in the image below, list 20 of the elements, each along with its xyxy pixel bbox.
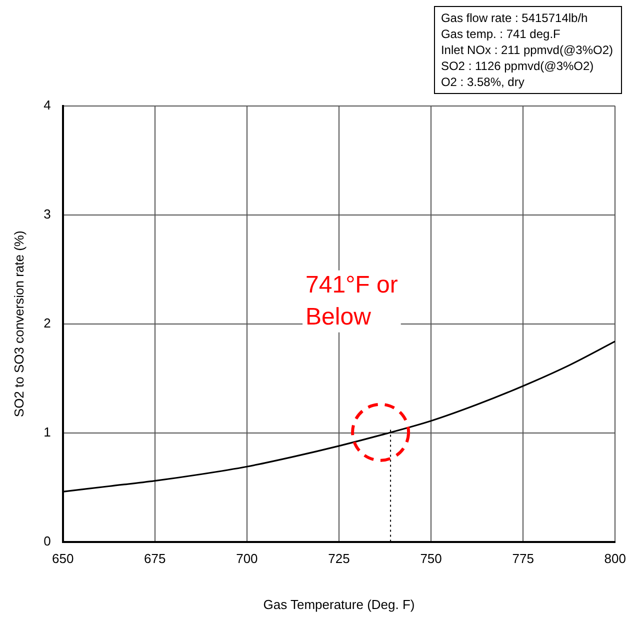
text: Gas flow rate : 5415714lb/h xyxy=(440,10,589,26)
text: Inlet NOx : 211 ppmvd(@3%O2) xyxy=(440,42,613,58)
y-tick-label: 1 xyxy=(44,424,51,440)
x-tick-label: 775 xyxy=(512,551,534,566)
y-tick-label: 2 xyxy=(44,315,51,330)
y-axis-title: SO2 to SO3 conversion rate (%) xyxy=(11,230,26,418)
x-axis-title: Gas Temperature (Deg. F) xyxy=(263,596,415,612)
text: SO2 : 1126 ppmvd(@3%O2) xyxy=(440,58,595,74)
x-tick-label: 675 xyxy=(144,551,166,566)
x-tick-label: 650 xyxy=(52,551,74,566)
x-tick-label: 800 xyxy=(604,551,626,566)
text: Gas temp. : 741 deg.F xyxy=(440,26,562,42)
y-tick-label: 3 xyxy=(44,206,51,222)
text: O2 : 3.58%, dry xyxy=(440,74,526,90)
y-tick-label: 4 xyxy=(44,98,51,113)
x-tick-label: 700 xyxy=(236,551,258,566)
x-tick-label: 750 xyxy=(420,551,442,566)
y-tick-label: 0 xyxy=(44,533,51,548)
annotation: 741°F or Below xyxy=(306,271,398,330)
x-tick-label: 725 xyxy=(328,551,350,566)
